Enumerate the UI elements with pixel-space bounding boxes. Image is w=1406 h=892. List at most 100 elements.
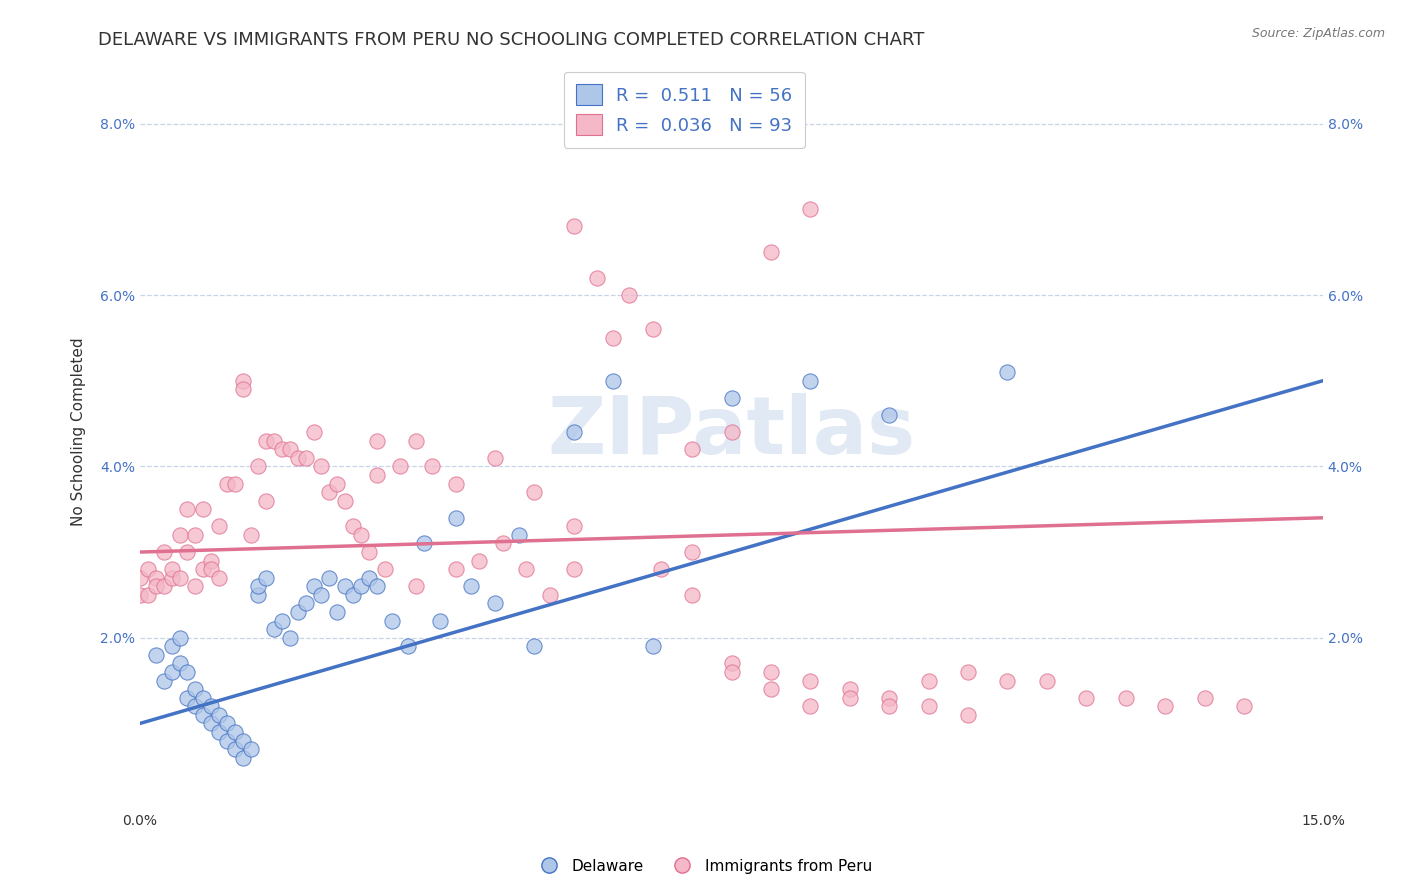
Point <box>239 742 262 756</box>
Point <box>200 553 222 567</box>
Point <box>184 528 207 542</box>
Point <box>311 459 333 474</box>
Point <box>720 665 742 679</box>
Point <box>917 673 939 688</box>
Point <box>232 382 254 396</box>
Point <box>193 562 215 576</box>
Point <box>492 536 515 550</box>
Point <box>200 562 222 576</box>
Text: Source: ZipAtlas.com: Source: ZipAtlas.com <box>1251 27 1385 40</box>
Point <box>389 459 412 474</box>
Point <box>160 562 183 576</box>
Point <box>396 640 419 654</box>
Point <box>799 673 821 688</box>
Point <box>1076 690 1098 705</box>
Point <box>759 245 782 260</box>
Point <box>145 648 167 662</box>
Point <box>318 485 340 500</box>
Point <box>224 476 246 491</box>
Point <box>523 485 546 500</box>
Point <box>374 562 396 576</box>
Point <box>160 640 183 654</box>
Point <box>997 673 1019 688</box>
Point <box>160 571 183 585</box>
Point <box>271 442 294 457</box>
Point <box>720 425 742 439</box>
Point <box>562 562 585 576</box>
Point <box>176 545 198 559</box>
Point <box>208 519 231 533</box>
Point <box>169 657 191 671</box>
Point <box>333 579 356 593</box>
Point <box>1036 673 1059 688</box>
Point <box>254 571 277 585</box>
Point <box>838 690 860 705</box>
Point <box>641 322 664 336</box>
Point <box>515 562 537 576</box>
Point <box>145 579 167 593</box>
Point <box>215 476 238 491</box>
Point <box>176 665 198 679</box>
Point <box>957 707 980 722</box>
Point <box>997 365 1019 379</box>
Point <box>193 707 215 722</box>
Point <box>193 502 215 516</box>
Point <box>586 271 609 285</box>
Point <box>877 690 900 705</box>
Point <box>208 571 231 585</box>
Point <box>169 528 191 542</box>
Point <box>176 690 198 705</box>
Point <box>271 614 294 628</box>
Text: ZIPatlas: ZIPatlas <box>547 393 915 471</box>
Point <box>152 673 174 688</box>
Point <box>838 682 860 697</box>
Point <box>429 614 451 628</box>
Point <box>326 476 349 491</box>
Point <box>759 682 782 697</box>
Point <box>523 640 546 654</box>
Point <box>145 571 167 585</box>
Point <box>160 665 183 679</box>
Point <box>247 579 270 593</box>
Point <box>366 434 388 448</box>
Point <box>650 562 672 576</box>
Point <box>215 733 238 747</box>
Point <box>405 579 427 593</box>
Point <box>169 631 191 645</box>
Point <box>357 571 380 585</box>
Point <box>232 733 254 747</box>
Point <box>169 571 191 585</box>
Point <box>224 725 246 739</box>
Point <box>184 699 207 714</box>
Point <box>326 605 349 619</box>
Point <box>413 536 436 550</box>
Point <box>720 657 742 671</box>
Point <box>278 631 301 645</box>
Point <box>444 510 467 524</box>
Point <box>350 579 373 593</box>
Point <box>468 553 491 567</box>
Point <box>1233 699 1256 714</box>
Point <box>1154 699 1177 714</box>
Point <box>484 597 506 611</box>
Point <box>247 588 270 602</box>
Point <box>333 493 356 508</box>
Point <box>602 331 624 345</box>
Point <box>208 707 231 722</box>
Point <box>444 562 467 576</box>
Point <box>917 699 939 714</box>
Point <box>129 588 152 602</box>
Point <box>311 588 333 602</box>
Point <box>287 605 309 619</box>
Point <box>136 562 159 576</box>
Point <box>176 502 198 516</box>
Point <box>263 622 285 636</box>
Point <box>562 219 585 234</box>
Point <box>381 614 404 628</box>
Point <box>508 528 530 542</box>
Point <box>129 571 152 585</box>
Point <box>357 545 380 559</box>
Point <box>484 450 506 465</box>
Point <box>294 450 316 465</box>
Point <box>350 528 373 542</box>
